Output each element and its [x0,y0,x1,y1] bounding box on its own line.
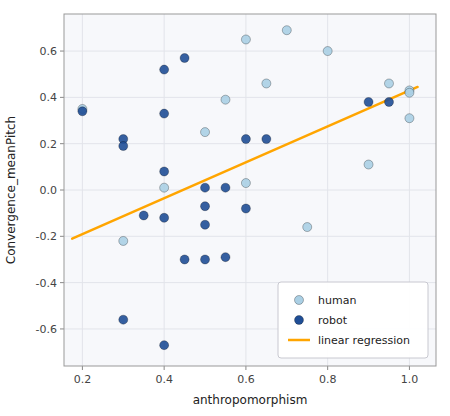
y-tick-label: 0.6 [40,45,58,58]
x-tick-label: 1.0 [401,373,419,386]
scatter-point [78,107,87,116]
scatter-point [384,79,393,88]
y-tick [60,51,64,52]
x-tick [327,366,328,370]
x-tick-label: 0.4 [155,373,173,386]
y-grid-line [64,97,436,98]
plot-area [64,14,436,366]
plot-frame [64,14,436,366]
scatter-point [241,135,250,144]
y-axis-label: Convergence_meanPitch [4,116,18,264]
y-tick-label: -0.2 [36,230,57,243]
scatter-point [201,220,210,229]
scatter-point [262,79,271,88]
legend-swatch [295,316,304,325]
y-grid-line [64,190,436,191]
x-tick [245,366,246,370]
y-tick [60,328,64,329]
y-grid-line [64,51,436,52]
scatter-point [364,160,373,169]
legend-swatch [288,339,310,342]
y-grid-line [64,236,436,237]
y-tick [60,97,64,98]
y-tick-label: 0.0 [40,184,58,197]
x-axis-label: anthropomorphism [193,393,308,407]
scatter-point [201,183,210,192]
y-tick-label: 0.4 [40,91,58,104]
scatter-point [180,54,189,63]
scatter-point [119,315,128,324]
y-tick [60,282,64,283]
legend-label: robot [318,314,348,327]
scatter-point [303,223,312,232]
x-tick-label: 0.2 [74,373,92,386]
legend: human robot linear regression [278,282,428,358]
scatter-point [119,142,128,151]
grid [64,14,436,366]
x-tick-label: 0.8 [319,373,337,386]
scatter-point [364,98,373,107]
scatter-point [241,35,250,44]
scatter-point [160,109,169,118]
scatter-point [119,236,128,245]
scatter-point [405,114,414,123]
legend-box [278,282,428,358]
y-tick [60,190,64,191]
scatter-point [241,204,250,213]
y-tick [60,236,64,237]
scatter-point [180,255,189,264]
x-tick-label: 0.6 [237,373,255,386]
regression-line [72,87,417,239]
scatter-point [282,26,291,35]
x-tick [82,366,83,370]
scatter-point [160,341,169,350]
scatter-point [139,211,148,220]
y-tick-label: -0.6 [36,323,57,336]
scatter-point [221,183,230,192]
chart: 0.2 0.4 0.6 0.8 1.0 -0.6 -0.4 -0.2 0.0 0.2 0.4 0.6 a… [0,0,450,416]
scatter-point [384,98,393,107]
scatter-point [160,65,169,74]
line-layer [72,87,417,239]
y-tick-label: -0.4 [36,277,57,290]
y-tick [60,143,64,144]
legend-label: human [318,294,356,307]
scatter-point [405,88,414,97]
scatter-point [160,167,169,176]
axes: 0.2 0.4 0.6 0.8 1.0 -0.6 -0.4 -0.2 0.0 0.2 0.4 0.6 [36,45,419,386]
scatter-point [160,183,169,192]
scatter-point [241,179,250,188]
x-tick [164,366,165,370]
legend-swatch [295,296,304,305]
scatter-point [323,47,332,56]
scatter-point [221,95,230,104]
scatter-point [201,202,210,211]
legend-label: linear regression [318,334,410,347]
y-tick-label: 0.2 [40,138,58,151]
scatter-point [201,128,210,137]
scatter-point [201,255,210,264]
scatter-point [262,135,271,144]
x-tick [409,366,410,370]
scatter-point [221,253,230,262]
scatter-point [160,213,169,222]
